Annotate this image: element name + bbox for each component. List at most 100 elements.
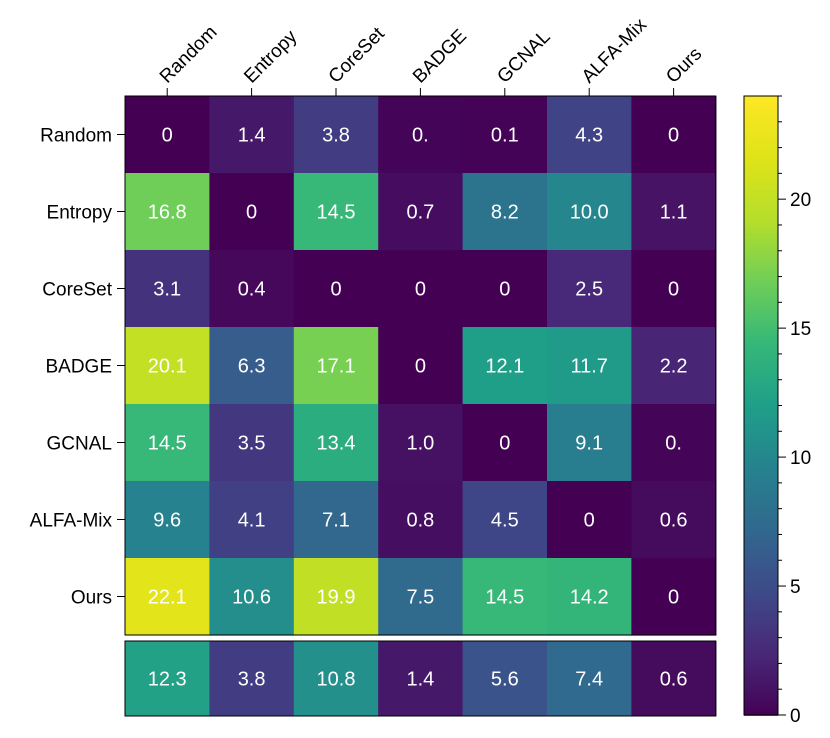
cell-value-label: 0	[584, 510, 595, 532]
cell-value-label: 4.1	[238, 510, 266, 532]
heatmap-cell	[125, 173, 210, 251]
colorbar-segment	[744, 303, 778, 308]
colorbar-segment	[744, 359, 778, 363]
colorbar-segment	[744, 142, 778, 147]
heatmap-cell	[125, 481, 210, 559]
colorbar-segment	[744, 266, 778, 271]
summary-value-label: 12.3	[148, 669, 187, 691]
colorbar-segment	[744, 563, 778, 568]
colorbar-segment	[744, 532, 778, 537]
colorbar-segment	[744, 529, 778, 534]
heatmap-cell	[462, 558, 548, 636]
colorbar-segment	[744, 160, 778, 165]
colorbar-segment	[744, 321, 778, 326]
colorbar-segment	[744, 560, 778, 565]
colorbar-segment	[744, 371, 778, 376]
colorbar-segment	[744, 198, 778, 203]
colorbar-segment	[744, 609, 778, 614]
colorbar-segment	[744, 250, 778, 255]
summary-cell	[293, 641, 379, 716]
colorbar-segment	[744, 622, 778, 627]
cell-value-label: 0.7	[406, 202, 434, 224]
heatmap-cell	[125, 327, 210, 405]
colorbar-segment	[744, 393, 778, 398]
heatmap-cell	[378, 558, 464, 636]
cell-value-label: 0	[668, 279, 679, 301]
cell-value-label: 20.1	[148, 356, 187, 378]
heatmap-cell	[293, 250, 379, 328]
colorbar-segment	[744, 210, 778, 215]
colorbar-segment	[744, 492, 778, 497]
colorbar-segment	[744, 123, 778, 128]
colorbar-segment	[744, 232, 778, 237]
colorbar-segment	[744, 597, 778, 602]
colorbar-segment	[744, 365, 778, 370]
column-label: CoreSet	[325, 23, 390, 88]
colorbar-segment	[744, 637, 778, 642]
colorbar-tick-label: 15	[790, 319, 811, 340]
colorbar-segment	[744, 256, 778, 261]
heatmap-cell	[547, 96, 632, 174]
colorbar-segment	[744, 179, 778, 184]
colorbar-segment	[744, 331, 778, 336]
colorbar-segment	[744, 117, 778, 122]
heatmap-cell	[209, 96, 295, 174]
row-label: GCNAL	[47, 434, 112, 455]
colorbar-segment	[744, 99, 778, 103]
colorbar: 0 5 10 15 20	[743, 95, 811, 727]
heatmap-cell	[293, 404, 379, 482]
summary-cell	[462, 641, 548, 716]
colorbar-segment	[744, 306, 778, 311]
colorbar-segment	[744, 340, 778, 345]
colorbar-segment	[744, 272, 778, 277]
colorbar-segment	[744, 411, 778, 416]
heatmap-cell	[293, 481, 379, 559]
colorbar-segment	[744, 458, 778, 463]
colorbar-segment	[744, 470, 778, 475]
colorbar-segment	[744, 269, 778, 274]
summary-value-label: 3.8	[238, 669, 266, 691]
colorbar-segment	[744, 507, 778, 512]
colorbar-segment	[744, 659, 778, 664]
colorbar-segment	[744, 287, 778, 292]
colorbar-segment	[744, 195, 778, 199]
cell-value-label: 14.5	[317, 202, 356, 224]
colorbar-segment	[744, 424, 778, 428]
colorbar-segment	[744, 139, 778, 144]
colorbar-segment	[744, 445, 778, 450]
colorbar-segment	[744, 619, 778, 623]
column-label: Ours	[662, 44, 706, 88]
heatmap-cell	[462, 327, 548, 405]
cell-value-label: 0.	[412, 125, 429, 147]
colorbar-segment	[744, 396, 778, 401]
row-labels: Random Entropy CoreSet BADGE GCNAL ALFA-Mix Ou…	[30, 126, 125, 609]
colorbar-segment	[744, 281, 778, 286]
summary-cell	[209, 641, 295, 716]
cell-value-label: 13.4	[317, 433, 356, 455]
colorbar-segment	[744, 479, 778, 484]
colorbar-segment	[744, 349, 778, 354]
colorbar-segment	[744, 238, 778, 243]
cell-value-label: 0	[415, 279, 426, 301]
colorbar-segment	[744, 640, 778, 645]
column-labels: Random Entropy CoreSet BADGE GCNAL ALFA-Mix Ou…	[156, 14, 706, 96]
heatmap-cell	[378, 173, 464, 251]
cell-value-label: 0	[499, 279, 510, 301]
colorbar-segment	[744, 510, 778, 515]
colorbar-segment	[744, 346, 778, 351]
heatmap-cell	[378, 481, 464, 559]
colorbar-tick-label: 10	[790, 448, 811, 469]
colorbar-segment	[744, 235, 778, 240]
cell-value-label: 4.3	[575, 125, 603, 147]
heatmap-cell	[631, 404, 717, 482]
colorbar-segment	[744, 133, 778, 138]
colorbar-segment	[744, 687, 778, 692]
colorbar-segment	[744, 253, 778, 258]
colorbar-segment	[744, 207, 778, 212]
colorbar-segment	[744, 708, 778, 713]
colorbar-segment	[744, 328, 778, 333]
colorbar-segment	[744, 430, 778, 435]
colorbar-segment	[744, 216, 778, 221]
heatmap-cell	[547, 327, 632, 405]
colorbar-segment	[744, 473, 778, 478]
